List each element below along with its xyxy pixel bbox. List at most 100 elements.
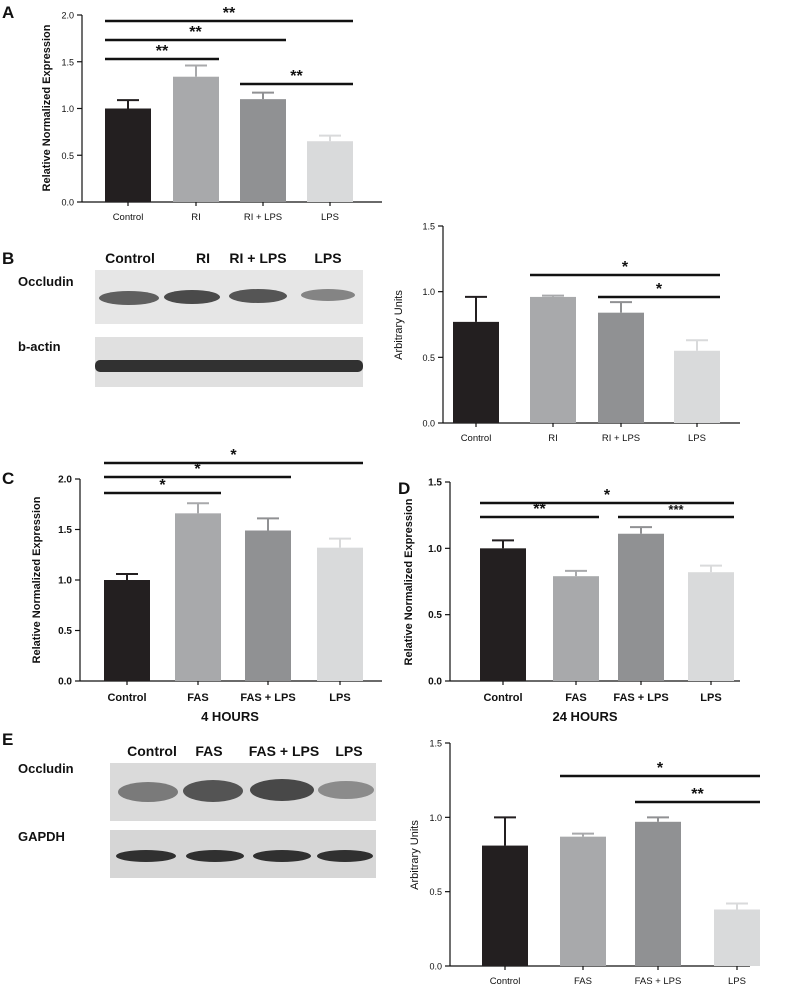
panel-letter-d: D	[398, 479, 410, 498]
significance-label: **	[223, 5, 236, 22]
y-tick-label: 0.5	[61, 151, 74, 161]
blot-b-lane-label: RI + LPS	[229, 250, 286, 266]
y-axis-label: Relative Normalized Expression	[41, 24, 53, 191]
chart-a-bar-chart: 0.0 0.5 1.0 1.5 2.0 Relative Normalized Expre…	[41, 5, 382, 223]
blot-e-row-label: Occludin	[18, 761, 74, 776]
significance-label: **	[189, 24, 202, 41]
blot-band	[116, 850, 176, 862]
significance-label: **	[156, 43, 169, 60]
chart-b-bar-chart: 0.0 0.5 1.0 1.5 Arbitrary Units Control RI RI +…	[393, 222, 740, 444]
bar	[105, 108, 151, 202]
y-tick-label: 1.5	[58, 525, 72, 536]
x-tick-label: LPS	[700, 692, 721, 704]
significance-label: *	[656, 281, 663, 298]
y-tick-label: 1.5	[422, 222, 435, 232]
western-blot-e: Control FAS FAS + LPS LPS Occludin GAPDH	[18, 743, 376, 878]
bar	[480, 548, 526, 681]
y-tick-label: 0.0	[429, 962, 442, 972]
chart-d-bar-chart: 0.0 0.5 1.0 1.5 Relative Normalized Expressi…	[403, 478, 740, 724]
x-tick-label: Control	[490, 976, 521, 987]
y-tick-label: 0.0	[61, 198, 74, 208]
y-axis-label: Arbitrary Units	[409, 820, 421, 890]
blot-band	[253, 850, 311, 862]
significance-label: *	[159, 477, 166, 494]
significance-label: **	[290, 68, 303, 85]
y-tick-label: 2.0	[58, 475, 72, 486]
y-axis-label: Arbitrary Units	[393, 290, 405, 360]
bar	[104, 580, 150, 681]
significance-label: **	[533, 501, 546, 518]
blot-e-row-label: GAPDH	[18, 829, 65, 844]
x-tick-label: RI + LPS	[244, 212, 282, 223]
y-tick-label: 1.5	[61, 57, 74, 67]
y-tick-label: 2.0	[61, 11, 74, 21]
x-tick-label: Control	[483, 692, 522, 704]
x-tick-label: LPS	[728, 976, 746, 987]
bar	[453, 321, 499, 423]
blot-band	[99, 291, 159, 305]
significance-label: *	[230, 447, 237, 464]
chart-title: 24 HOURS	[552, 709, 617, 724]
x-tick-label: RI	[548, 433, 558, 444]
significance-label: **	[691, 786, 704, 803]
bar	[674, 350, 720, 423]
blot-e-lane-label: Control	[127, 743, 177, 759]
blot-b-row-label: Occludin	[18, 274, 74, 289]
blot-band	[250, 779, 314, 801]
x-tick-label: Control	[113, 212, 144, 223]
bar	[175, 513, 221, 681]
bar	[307, 141, 353, 202]
bar	[560, 836, 606, 966]
blot-band	[95, 360, 363, 372]
bar	[618, 533, 664, 681]
blot-e-lane-label: FAS + LPS	[249, 743, 319, 759]
blot-band	[301, 289, 355, 301]
x-tick-label: RI	[191, 212, 201, 223]
panel-letter-c: C	[2, 469, 14, 488]
x-tick-label: LPS	[321, 212, 339, 223]
y-tick-label: 1.5	[429, 739, 442, 749]
blot-b-lane-label: RI	[196, 250, 210, 266]
y-tick-label: 1.0	[61, 104, 74, 114]
bar	[635, 821, 681, 966]
chart-c-bar-chart: 0.0 0.5 1.0 1.5 2.0 Relative Normalized Expre…	[31, 447, 382, 724]
chart-title: 4 HOURS	[201, 709, 259, 724]
x-tick-label: Control	[461, 433, 492, 444]
blot-band	[183, 780, 243, 802]
bar	[553, 576, 599, 681]
x-tick-label: FAS + LPS	[635, 976, 682, 987]
bar	[688, 572, 734, 681]
x-tick-label: FAS	[574, 976, 592, 987]
blot-b-lane-label: Control	[105, 250, 155, 266]
significance-label: *	[622, 259, 629, 276]
bar	[173, 76, 219, 202]
bar	[714, 909, 760, 966]
panel-letter-e: E	[2, 730, 13, 749]
y-axis-label: Relative Normalized Expression	[31, 496, 43, 663]
x-tick-label: LPS	[329, 692, 350, 704]
x-tick-label: FAS	[187, 692, 208, 704]
y-tick-label: 0.0	[422, 419, 435, 429]
y-tick-label: 1.0	[422, 287, 435, 297]
x-tick-label: Control	[107, 692, 146, 704]
bar	[482, 845, 528, 966]
blot-band	[318, 781, 374, 799]
y-tick-label: 1.0	[428, 544, 442, 555]
x-tick-label: LPS	[688, 433, 706, 444]
blot-e-lane-label: LPS	[335, 743, 362, 759]
significance-label: *	[657, 760, 664, 777]
blot-e-lane-label: FAS	[195, 743, 222, 759]
y-tick-label: 0.0	[58, 677, 72, 688]
blot-band	[317, 850, 373, 862]
blot-b-row-label: b-actin	[18, 339, 61, 354]
blot-band	[186, 850, 244, 862]
y-tick-label: 1.0	[429, 813, 442, 823]
panel-letter-a: A	[2, 3, 14, 22]
y-axis-label: Relative Normalized Expression	[403, 498, 415, 665]
blot-b-lane-label: LPS	[314, 250, 341, 266]
panel-letter-b: B	[2, 249, 14, 268]
y-tick-label: 0.5	[429, 887, 442, 897]
x-tick-label: FAS + LPS	[240, 692, 295, 704]
significance-label: *	[604, 487, 611, 504]
